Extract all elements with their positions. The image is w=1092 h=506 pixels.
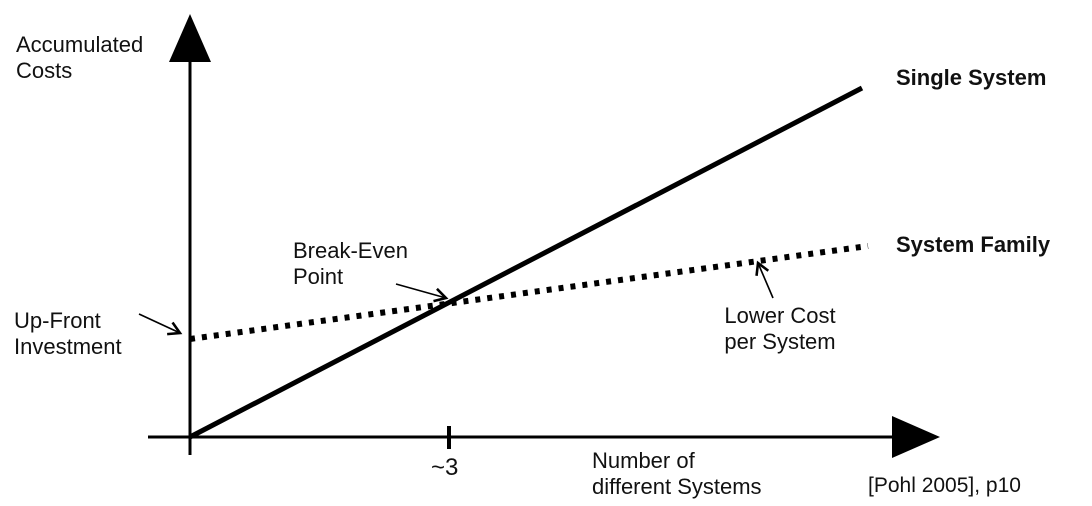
- x-tick-label: ~3: [431, 454, 459, 481]
- up-front-investment-label: Up-Front Investment: [14, 308, 122, 359]
- up-front-investment-arrow: [138, 313, 183, 336]
- lower-cost-arrow: [755, 260, 774, 299]
- single-system-line: [188, 85, 864, 440]
- series-label-system-family: System Family: [896, 232, 1051, 257]
- citation: [Pohl 2005], p10: [868, 474, 1021, 497]
- break-even-label: Break-Even Point: [293, 238, 408, 289]
- series-label-single-system: Single System: [896, 65, 1047, 90]
- y-axis-label: Accumulated Costs: [16, 32, 144, 83]
- lower-cost-label: Lower Cost per System: [724, 303, 836, 354]
- break-even-arrow: [395, 283, 449, 303]
- x-axis-label: Number of different Systems: [592, 448, 762, 499]
